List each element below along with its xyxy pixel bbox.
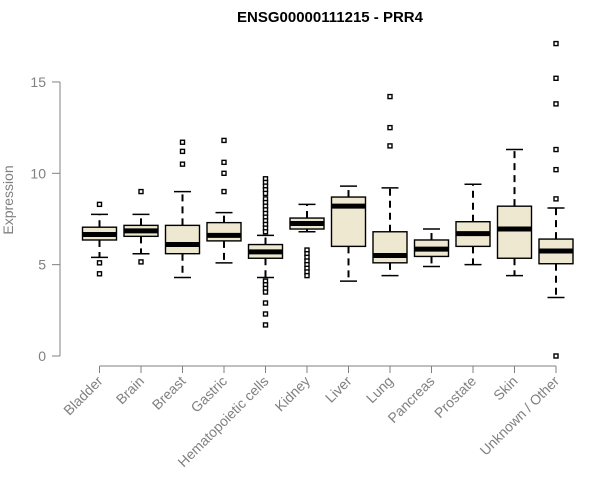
outlier-point bbox=[304, 272, 310, 279]
outlier-point bbox=[179, 161, 186, 167]
outlier-point bbox=[553, 75, 559, 81]
box-group bbox=[455, 183, 491, 266]
y-tick-label: 0 bbox=[38, 348, 46, 364]
x-tick-label: Skin bbox=[490, 373, 521, 404]
outlier-point bbox=[262, 229, 269, 235]
box-group bbox=[413, 228, 450, 268]
box-iqr bbox=[206, 221, 242, 242]
box-group bbox=[538, 40, 574, 359]
box-group bbox=[289, 203, 325, 279]
outlier-point bbox=[553, 196, 559, 202]
outlier-point bbox=[553, 40, 559, 47]
chart-title: ENSG00000111215 - PRR4 bbox=[237, 9, 424, 26]
x-tick-label: Lung bbox=[363, 373, 396, 406]
outlier-point bbox=[262, 289, 269, 295]
box-group bbox=[330, 185, 367, 282]
x-tick-label: Liver bbox=[322, 373, 355, 406]
box-group bbox=[164, 139, 201, 279]
x-tick-label: Kidney bbox=[272, 373, 314, 415]
box-group bbox=[247, 176, 284, 328]
outlier-point bbox=[221, 170, 227, 177]
outlier-point bbox=[262, 322, 269, 328]
outlier-point bbox=[553, 353, 559, 359]
outlier-point bbox=[96, 271, 103, 277]
x-tick-label: Prostate bbox=[431, 373, 479, 421]
outlier-point bbox=[387, 124, 393, 131]
box-group bbox=[496, 148, 533, 277]
outlier-point bbox=[553, 101, 559, 107]
y-axis-label: Expression bbox=[0, 165, 16, 234]
outlier-point bbox=[262, 300, 269, 306]
outlier-point bbox=[138, 259, 144, 265]
x-tick-label: Brain bbox=[113, 373, 147, 407]
outlier-point bbox=[221, 188, 227, 195]
y-tick-label: 5 bbox=[38, 257, 46, 273]
box-group bbox=[206, 137, 242, 264]
outlier-point bbox=[179, 139, 186, 145]
outlier-point bbox=[553, 166, 559, 173]
box-group bbox=[81, 201, 118, 277]
outlier-point bbox=[262, 311, 269, 317]
outlier-point bbox=[553, 146, 559, 153]
y-tick-label: 10 bbox=[30, 165, 46, 181]
boxes bbox=[81, 40, 574, 359]
y-ticks: 0 5 10 15 bbox=[30, 74, 60, 364]
box-iqr bbox=[372, 231, 408, 264]
box-iqr bbox=[496, 205, 533, 259]
outlier-point bbox=[179, 148, 186, 155]
outlier-point bbox=[262, 190, 269, 197]
outlier-point bbox=[387, 143, 393, 149]
x-tick-label: Unknown / Other bbox=[477, 373, 563, 459]
x-tick-label: Breast bbox=[149, 373, 189, 413]
outlier-point bbox=[387, 93, 393, 100]
outlier-point bbox=[96, 201, 103, 208]
outlier-point bbox=[221, 137, 227, 144]
outlier-point bbox=[221, 159, 227, 166]
box-group bbox=[372, 93, 408, 277]
x-tick-label: Bladder bbox=[60, 373, 106, 419]
outlier-point bbox=[96, 260, 103, 266]
box-group bbox=[123, 188, 159, 265]
y-tick-label: 15 bbox=[30, 74, 46, 90]
box-iqr bbox=[164, 224, 201, 255]
outlier-point bbox=[138, 188, 144, 195]
